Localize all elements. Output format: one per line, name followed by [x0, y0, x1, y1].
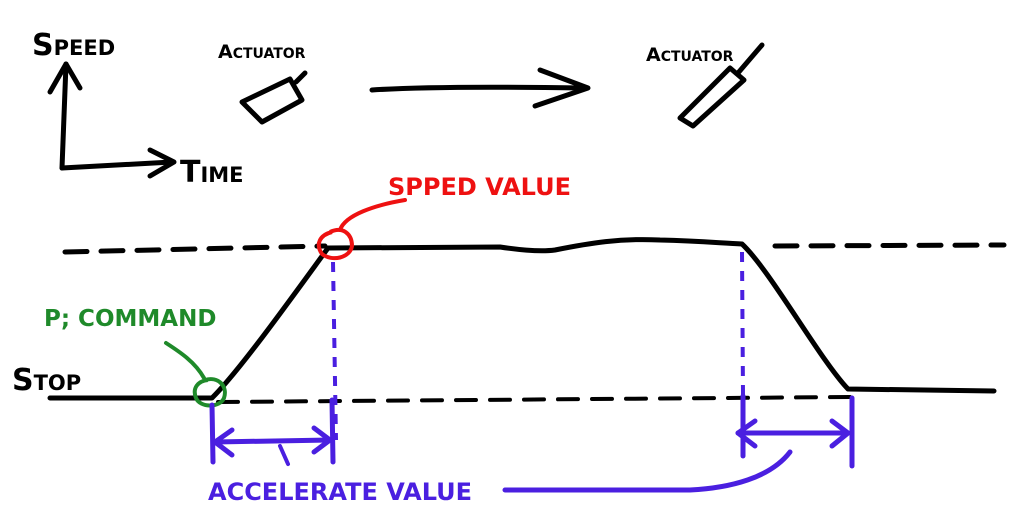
x-axis-arrowhead — [147, 147, 177, 179]
decel-arrowhead-left — [735, 418, 758, 449]
accel-brace-nib — [278, 444, 290, 466]
actuator-start-body — [239, 76, 305, 125]
speed-value-leader — [338, 198, 407, 232]
transition-arrow — [369, 67, 591, 109]
x-axis-label: TIME — [180, 155, 244, 190]
speed-value-circle — [316, 227, 355, 261]
speed-value-marker: SPPED VALUE — [316, 173, 571, 261]
accel-tick-right — [329, 397, 336, 465]
actuator-start-label: ACTUATOR — [218, 41, 306, 63]
decel-leader-line — [502, 449, 793, 493]
actuator-end-label: ACTUATOR — [646, 44, 734, 66]
y-axis-arrowhead — [47, 61, 83, 95]
transition-arrowhead — [532, 67, 591, 109]
actuator-end: ACTUATOR — [646, 42, 765, 129]
stop-dashed-line — [216, 395, 852, 404]
accel-arrowhead-left — [212, 427, 235, 458]
y-axis-line — [59, 61, 69, 171]
speed-value-label: SPPED VALUE — [388, 173, 571, 201]
command-leader — [164, 341, 206, 380]
accel-span-line — [212, 437, 333, 445]
command-marker: P; COMMAND — [44, 306, 227, 408]
accel-tick-left — [209, 402, 216, 465]
x-axis-line — [59, 159, 175, 171]
transition-arrow-shaft — [369, 84, 588, 93]
axes-sketch: SPEED TIME — [32, 28, 244, 190]
actuator-end-rod — [735, 42, 765, 76]
y-axis-label: SPEED — [32, 28, 115, 63]
command-label: P; COMMAND — [44, 306, 216, 332]
speed-profile-curve — [47, 237, 997, 401]
actuator-end-body — [677, 65, 747, 129]
accelerate-value-label: ACCELERATE VALUE — [208, 478, 472, 506]
decel-vertical-dotted-start — [740, 251, 745, 396]
stop-label: STOP — [12, 363, 81, 398]
accel-arrowhead-right — [311, 425, 333, 455]
actuator-start: ACTUATOR — [218, 41, 308, 125]
speed-value-dashed-line — [62, 242, 1007, 255]
actuator-start-rod — [293, 70, 308, 85]
decel-arrowhead-right — [829, 418, 851, 449]
accelerate-markers: ACCELERATE VALUE — [208, 251, 855, 506]
